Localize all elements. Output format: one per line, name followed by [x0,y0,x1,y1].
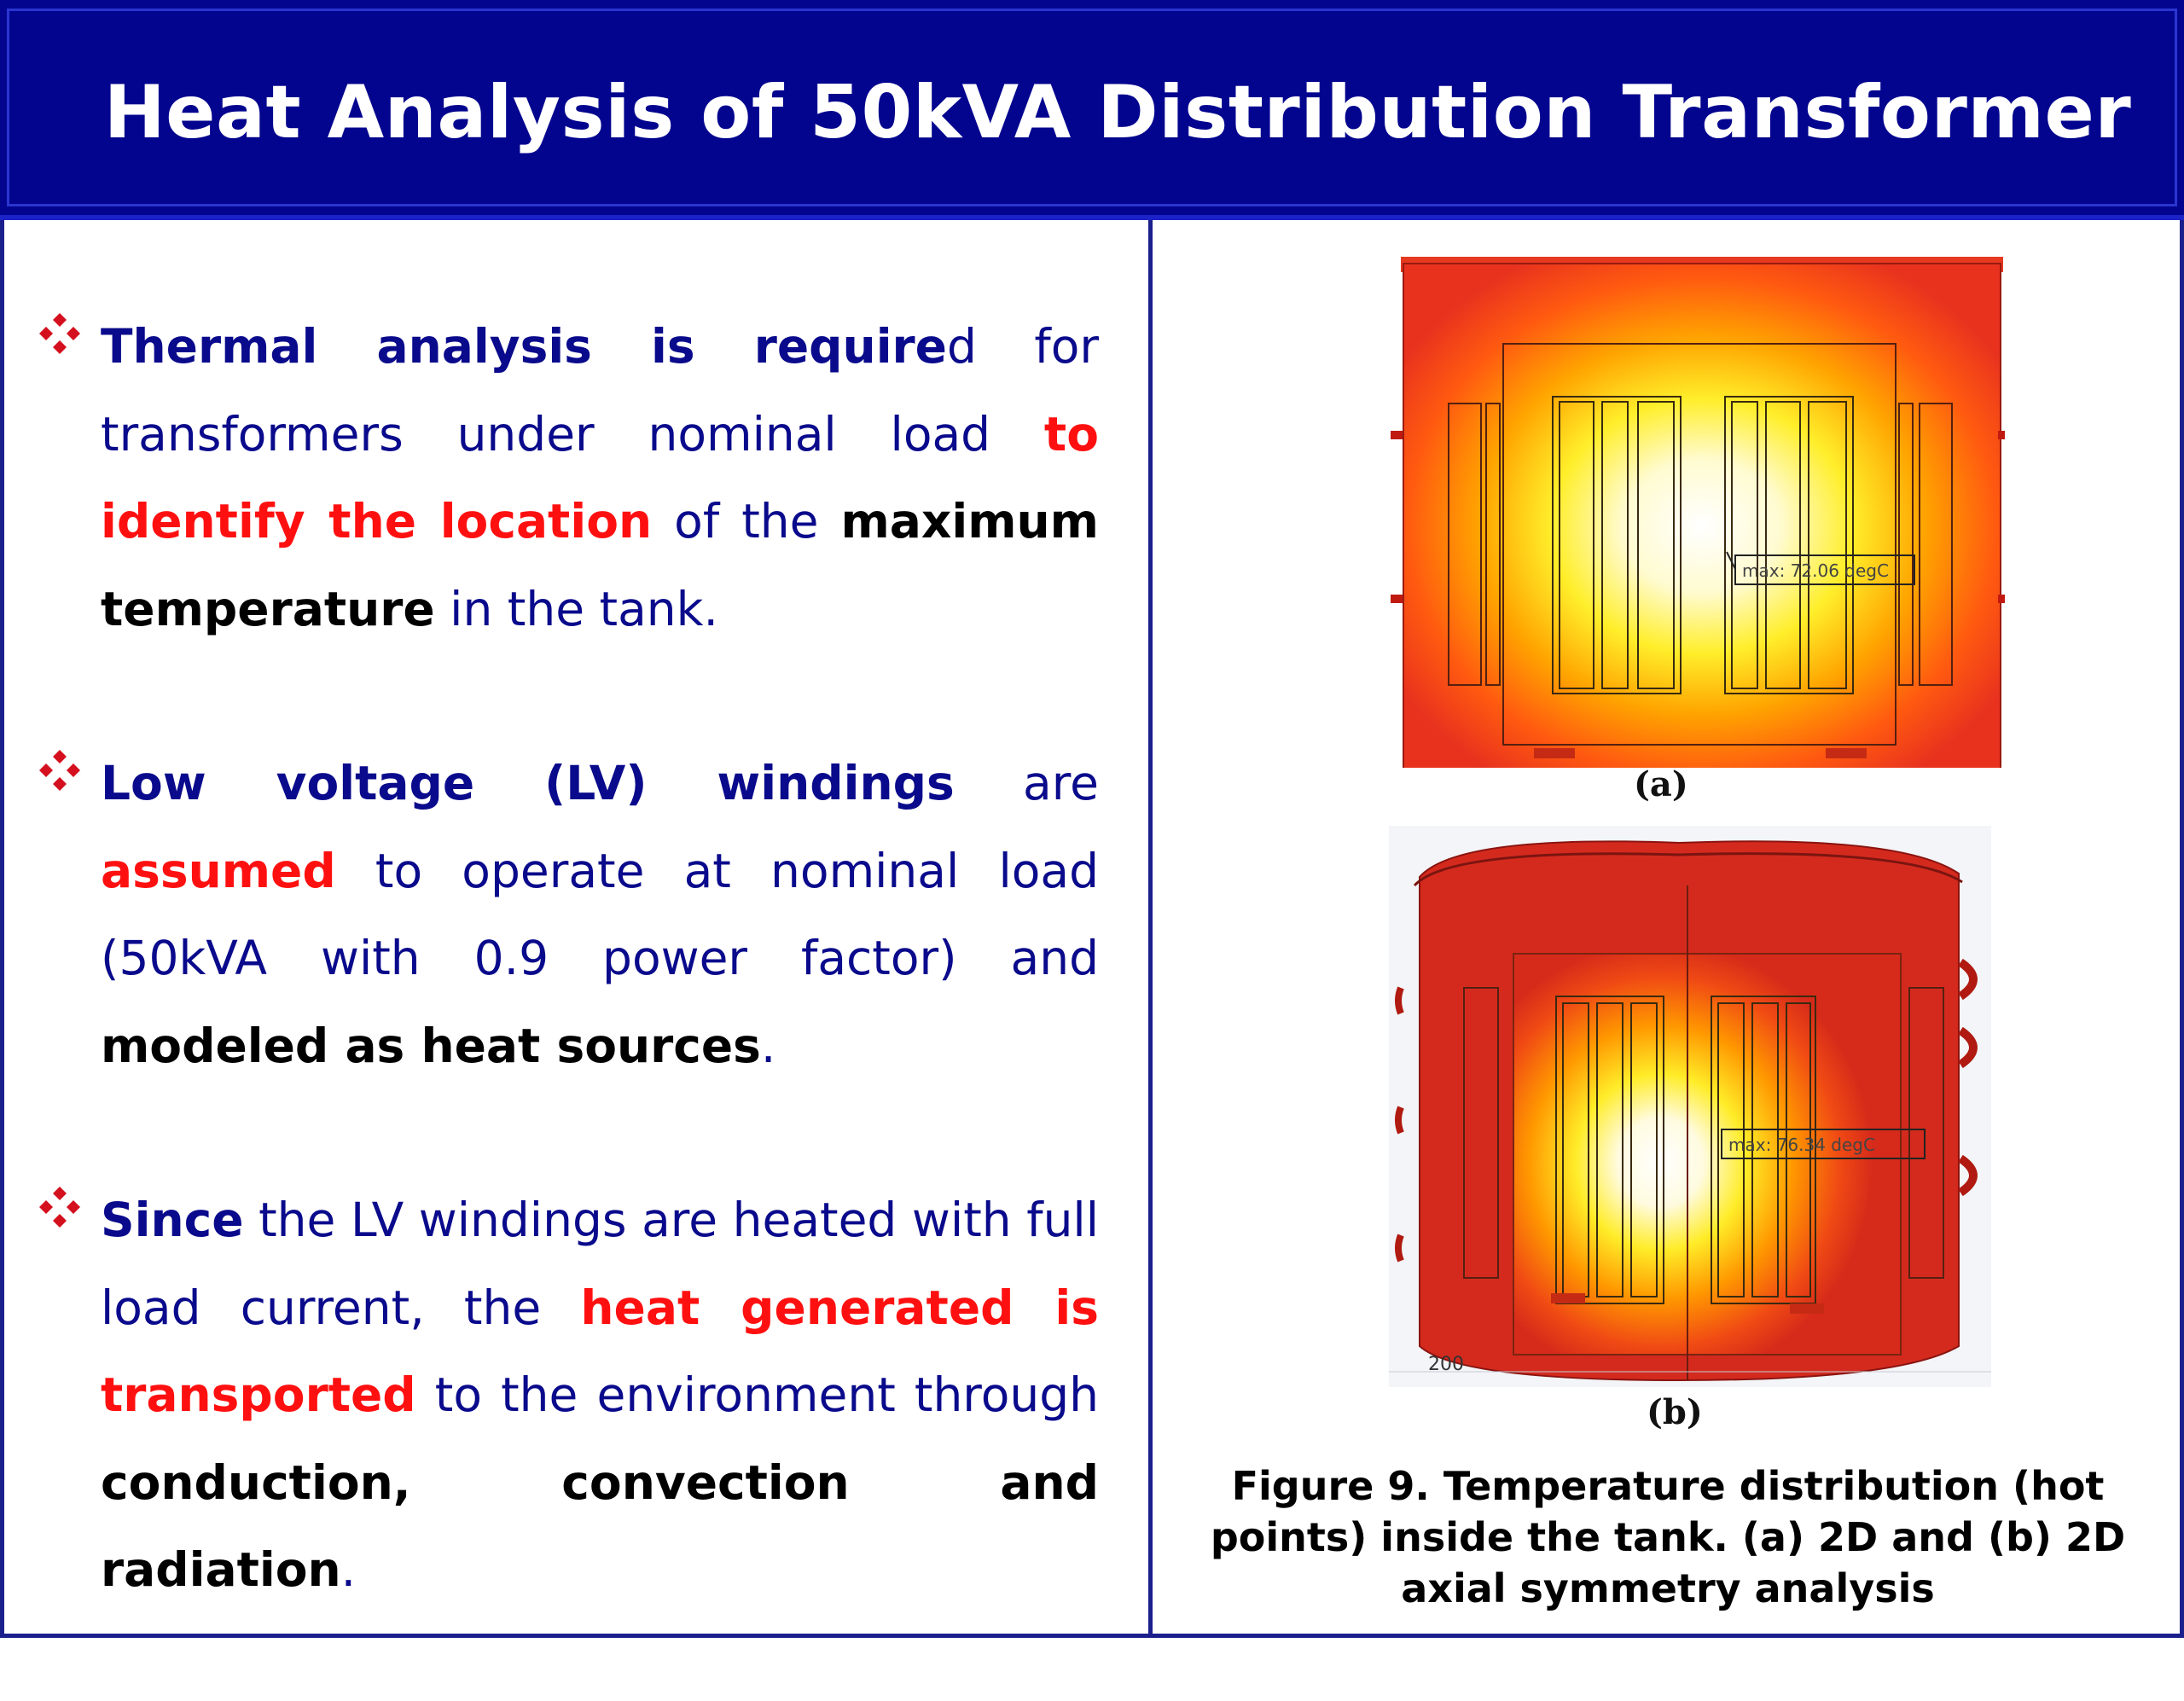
text-span: heat generated is transported [101,1280,1099,1423]
thermal-map-3d-figure: max: 76.34 degC 200 [1389,826,1991,1387]
text-span: are [954,756,1099,810]
frame-left-border [0,220,4,1638]
figure-b-label: (b) [1647,1392,1703,1432]
thermal-map-2d-figure: max: 72.06 degC [1391,257,2005,768]
text-span: Since [101,1193,244,1247]
bullet-text: Since the LV windings are heated with fu… [101,1176,1099,1614]
text-span: to identify the location [101,406,1099,549]
frame-bottom-border [0,1634,2184,1638]
bullet-item: Thermal analysis is required for transfo… [32,303,1099,653]
text-span: in the tank. [434,581,718,636]
figure-a-label: (a) [1634,764,1688,804]
text-span: modeled as heat sources [101,1018,761,1073]
diamond-bullet-icon [39,750,80,791]
text-span: of the [652,494,841,549]
bullet-text: Thermal analysis is required for transfo… [101,303,1099,653]
max-temp-annotation: max: 76.34 degC [1728,1135,1875,1155]
axis-tick-label: 200 [1428,1354,1464,1375]
column-divider [1148,220,1153,1638]
text-span: . [340,1542,357,1597]
bullet-item: Low voltage (LV) windings are assumed to… [32,740,1099,1089]
diamond-bullet-icon [39,1187,80,1228]
text-span: to operate at nominal load (50kVA with 0… [101,843,1099,986]
text-span: to the environment through [415,1367,1099,1422]
bullet-item: Since the LV windings are heated with fu… [32,1176,1099,1614]
title-bar: Heat Analysis of 50kVA Distribution Tran… [0,0,2184,220]
text-span: maximum temperature [101,494,1099,636]
text-span: d for transformers under nominal load [101,319,1099,462]
text-span: conduction, convection and radiation [101,1454,1099,1598]
slide-title: Heat Analysis of 50kVA Distribution Tran… [103,70,2132,155]
text-span: the LV windings are heated with full loa… [101,1193,1099,1335]
max-temp-annotation: max: 72.06 degC [1742,560,1889,581]
bullet-text: Low voltage (LV) windings are assumed to… [101,740,1099,1089]
text-span: . [760,1018,776,1073]
diamond-bullet-icon [39,313,80,354]
frame-right-border [2180,220,2184,1638]
text-span: Low voltage (LV) windings [101,756,955,810]
text-span: assumed [101,843,336,898]
figure-caption: Figure 9. Temperature distribution (hot … [1210,1463,2126,1611]
bullet-list: Thermal analysis is required for transfo… [32,303,1099,1701]
text-span: Thermal analysis is require [101,319,947,374]
